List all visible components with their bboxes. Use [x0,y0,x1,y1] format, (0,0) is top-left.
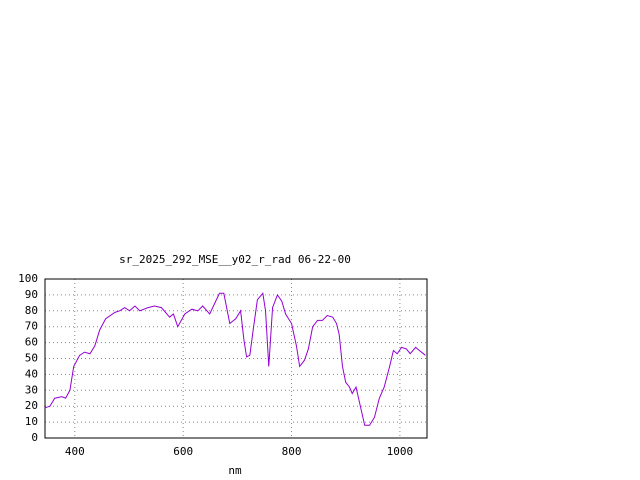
data-line [44,292,426,426]
y-tick-label: 80 [25,304,38,317]
y-tick-label: 0 [31,431,38,444]
x-tick-label: 600 [173,445,193,458]
y-tick-label: 30 [25,383,38,396]
x-tick-label: 400 [65,445,85,458]
y-tick-label: 90 [25,288,38,301]
y-tick-label: 10 [25,415,38,428]
y-tick-label: 100 [18,272,38,285]
plot-frame [44,278,428,439]
x-tick-label: 1000 [387,445,414,458]
y-tick-label: 70 [25,320,38,333]
x-axis-label: nm [228,464,242,477]
y-tick-label: 20 [25,399,38,412]
y-tick-label: 40 [25,367,38,380]
y-tick-label: 50 [25,352,38,365]
x-tick-label: 800 [282,445,302,458]
chart-title: sr_2025_292_MSE__y02_r_rad 06-22-00 [119,253,351,266]
y-tick-label: 60 [25,336,38,349]
